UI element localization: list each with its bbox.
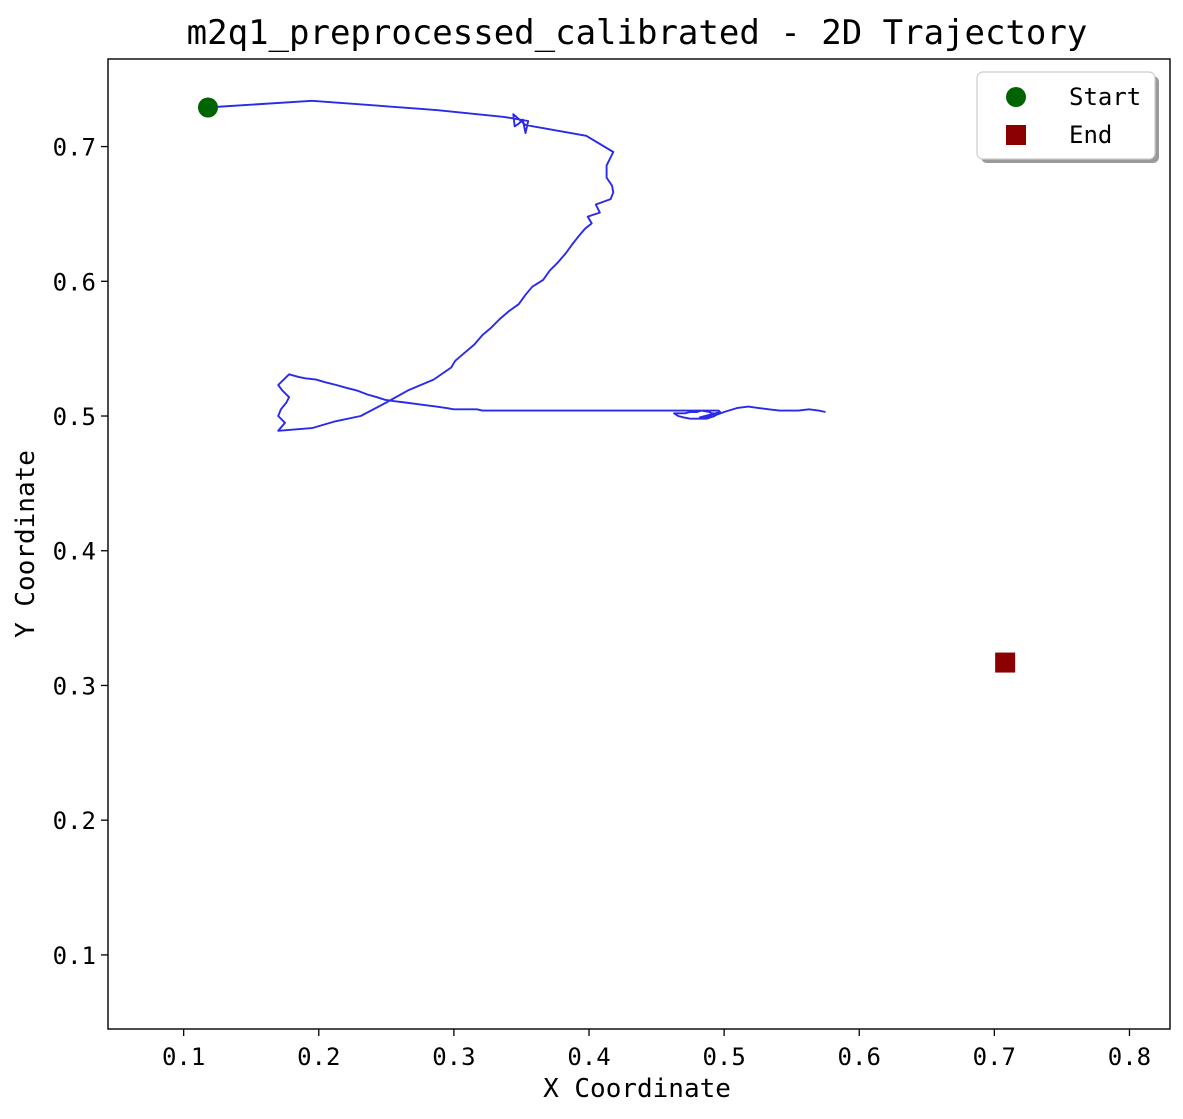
y-tick-label: 0.2	[53, 807, 96, 835]
x-axis-label: X Coordinate	[543, 1074, 731, 1104]
x-tick-label: 0.5	[702, 1043, 745, 1071]
marker-layer	[197, 97, 1016, 673]
x-tick-label: 0.8	[1108, 1043, 1151, 1071]
legend: Start End	[976, 71, 1159, 163]
trajectory-line	[206, 99, 826, 432]
legend-start-swatch	[1006, 87, 1026, 107]
x-tick-label: 0.4	[567, 1043, 610, 1071]
x-tick-label: 0.7	[973, 1043, 1016, 1071]
legend-label: End	[1069, 121, 1112, 149]
legend-label: Start	[1069, 83, 1141, 111]
x-tick-label: 0.3	[432, 1043, 475, 1071]
y-axis-ticks: 0.1 0.2 0.3 0.4 0.5 0.6 0.7	[53, 134, 108, 970]
start-marker	[197, 97, 218, 118]
legend-end-swatch	[1006, 125, 1026, 145]
plot-area	[197, 97, 1016, 673]
legend-items: Start End	[1006, 83, 1141, 149]
x-axis-ticks: 0.1 0.2 0.3 0.4 0.5 0.6 0.7 0.8	[162, 1029, 1151, 1071]
y-tick-label: 0.7	[53, 134, 96, 162]
x-tick-label: 0.2	[297, 1043, 340, 1071]
trajectory-layer	[206, 99, 826, 432]
y-axis-label: Y Coordinate	[11, 450, 41, 638]
end-marker	[995, 652, 1016, 673]
y-tick-label: 0.3	[53, 672, 96, 700]
chart-title: m2q1_preprocessed_calibrated - 2D Trajec…	[187, 13, 1088, 53]
y-tick-label: 0.4	[53, 538, 96, 566]
axes-frame	[107, 58, 1171, 1030]
y-tick-label: 0.6	[53, 268, 96, 296]
y-tick-label: 0.5	[53, 403, 96, 431]
x-tick-label: 0.6	[838, 1043, 881, 1071]
x-tick-label: 0.1	[162, 1043, 205, 1071]
y-tick-label: 0.1	[53, 942, 96, 970]
